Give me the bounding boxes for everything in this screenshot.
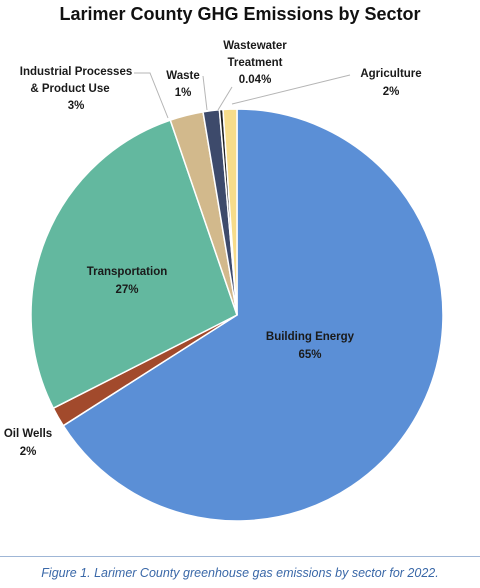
slice-percent-industrial: 3%: [68, 100, 85, 112]
pie-slice-building: [62, 108, 444, 522]
figure-caption: Figure 1. Larimer County greenhouse gas …: [41, 566, 439, 580]
slice-percent-oil: 2%: [20, 446, 37, 458]
leader-line-industrial: [134, 72, 169, 119]
slice-label-waste: Waste: [166, 70, 199, 82]
leader-line-wastewater: [217, 86, 233, 111]
slice-label-building: Building Energy: [266, 331, 355, 343]
slice-percent-wastewater: 0.04%: [239, 74, 272, 86]
leader-line-agriculture: [231, 74, 351, 105]
slice-percent-transport: 27%: [115, 284, 138, 296]
pie-slice-transport: [30, 119, 238, 410]
slice-label-industrial-line-1: Industrial Processes: [20, 66, 133, 78]
slice-label-transport: Transportation: [87, 266, 168, 278]
slice-label-oil: Oil Wells: [4, 428, 52, 440]
pie-chart: Building Energy 65% Oil Wells 2% Transportat…: [4, 40, 444, 522]
slice-label-wastewater-line-2: Treatment: [228, 57, 283, 69]
caption-divider: [0, 556, 480, 557]
chart-title: Larimer County GHG Emissions by Sector: [59, 4, 421, 24]
pie-slice-agriculture: [222, 108, 238, 316]
slice-label-agriculture: Agriculture: [360, 68, 421, 80]
leader-line-waste: [202, 75, 208, 111]
slice-label-wastewater-line-1: Wastewater: [223, 40, 287, 52]
slice-label-industrial-line-2: & Product Use: [30, 83, 109, 95]
slice-percent-agriculture: 2%: [383, 86, 400, 98]
slice-percent-waste: 1%: [175, 87, 192, 99]
slice-percent-building: 65%: [298, 349, 321, 361]
